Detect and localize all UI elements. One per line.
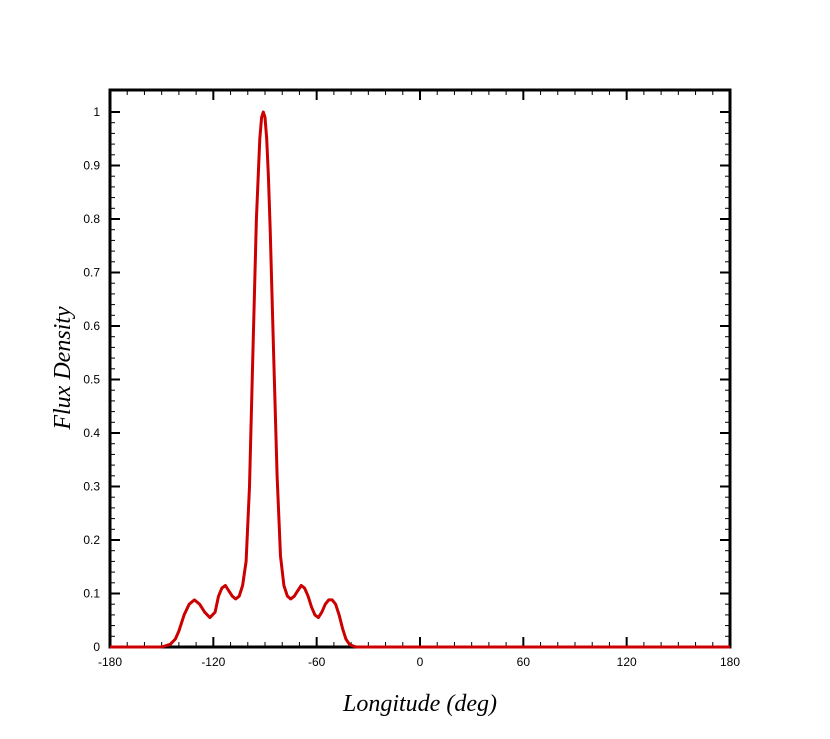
y-tick-label: 0.2 — [83, 533, 100, 547]
x-tick-label: 180 — [720, 655, 740, 669]
x-tick-label: -120 — [201, 655, 225, 669]
axis-tick-labels: -180 -120 -60 0 60 120 180 0 0.1 0.2 0.3 0.4 0.5 0.6 0… — [83, 105, 740, 669]
y-tick-label: 1 — [93, 105, 100, 119]
y-tick-label: 0.3 — [83, 480, 100, 494]
y-axis-title: Flux Density — [50, 306, 76, 431]
y-tick-label: 0.7 — [83, 266, 100, 280]
x-tick-label: -180 — [98, 655, 122, 669]
series-line-flux — [110, 110, 730, 649]
axis-ticks — [109, 90, 731, 648]
y-tick-label: 0 — [93, 640, 100, 654]
y-tick-label: 0.6 — [83, 319, 100, 333]
y-tick-label: 0.1 — [83, 587, 100, 601]
y-tick-label: 0.8 — [83, 212, 100, 226]
x-tick-label: 60 — [517, 655, 531, 669]
y-tick-label: 0.5 — [83, 373, 100, 387]
x-tick-label: -60 — [308, 655, 326, 669]
x-axis-title: Longitude (deg) — [342, 691, 497, 717]
x-tick-label: 120 — [617, 655, 637, 669]
y-tick-label: 0.4 — [83, 426, 100, 440]
x-tick-label: 0 — [417, 655, 424, 669]
plot-frame — [108, 88, 732, 649]
y-tick-label: 0.9 — [83, 159, 100, 173]
